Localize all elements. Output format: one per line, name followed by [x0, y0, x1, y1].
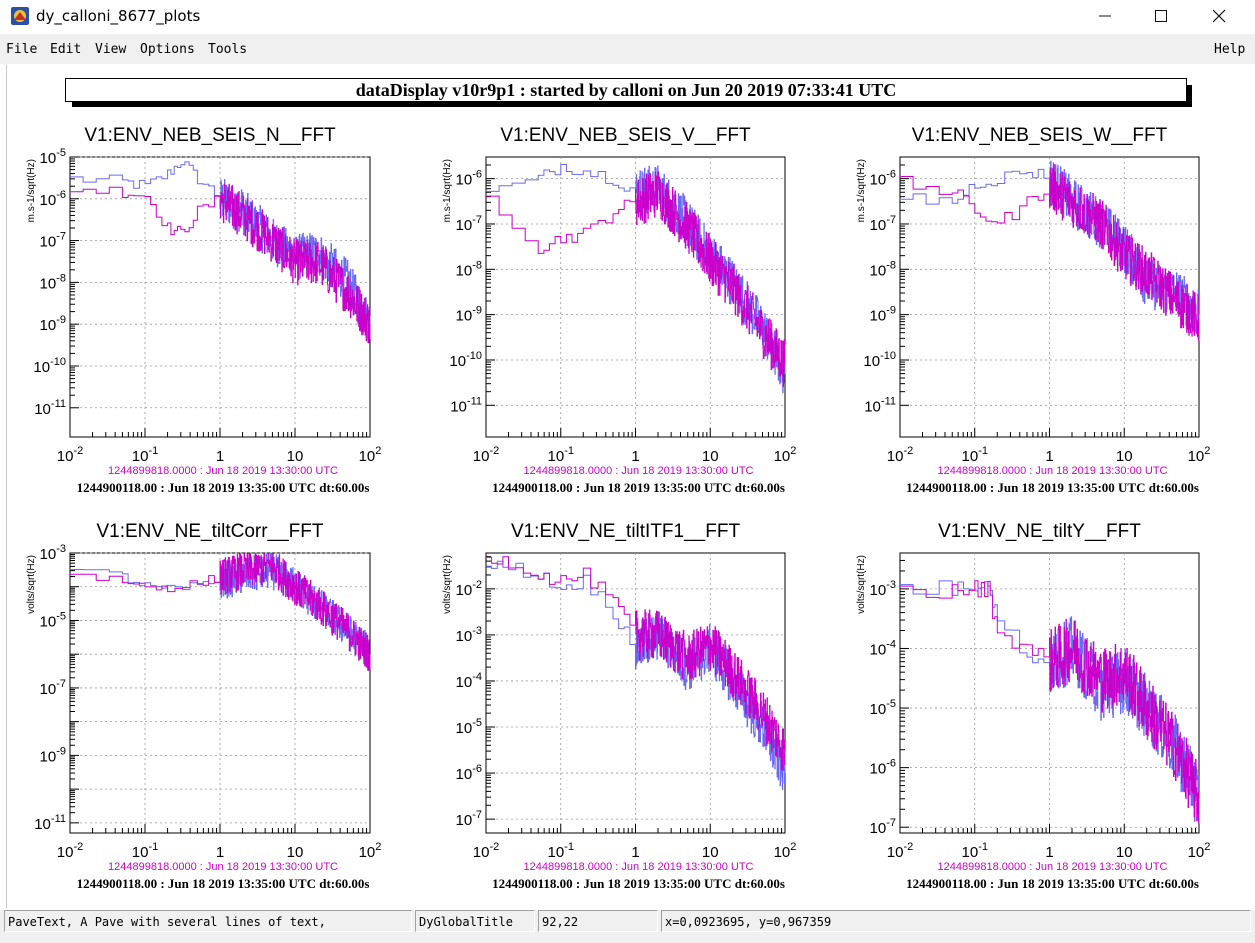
maximize-button[interactable]: [1138, 0, 1184, 32]
menu-view[interactable]: View: [95, 42, 127, 57]
plot-canvas[interactable]: [6, 65, 1247, 908]
status-coords: x=0,0923695, y=0,967359: [661, 910, 1251, 932]
app-icon: [11, 7, 29, 25]
close-icon: [1212, 9, 1226, 23]
menu-help[interactable]: Help: [1214, 42, 1246, 57]
menu-edit[interactable]: Edit: [50, 42, 82, 57]
close-button[interactable]: [1196, 0, 1242, 32]
menu-bar: File Edit View Options Tools Help: [0, 34, 1255, 64]
menu-file[interactable]: File: [6, 42, 38, 57]
title-bar: dy_calloni_8677_plots: [0, 0, 1255, 34]
global-title[interactable]: dataDisplay v10r9p1 : started by calloni…: [65, 78, 1187, 102]
status-bar: PaveText, A Pave with several lines of t…: [0, 910, 1255, 943]
status-name: DyGlobalTitle: [415, 910, 535, 932]
menu-options[interactable]: Options: [140, 42, 195, 57]
status-pos: 92,22: [538, 910, 658, 932]
menu-tools[interactable]: Tools: [208, 42, 248, 57]
minimize-button[interactable]: [1082, 0, 1128, 32]
minimize-icon: [1099, 15, 1111, 17]
status-object: PaveText, A Pave with several lines of t…: [4, 910, 412, 932]
window-title: dy_calloni_8677_plots: [36, 7, 201, 25]
background-window-edge: [1247, 118, 1255, 278]
maximize-icon: [1155, 10, 1167, 22]
